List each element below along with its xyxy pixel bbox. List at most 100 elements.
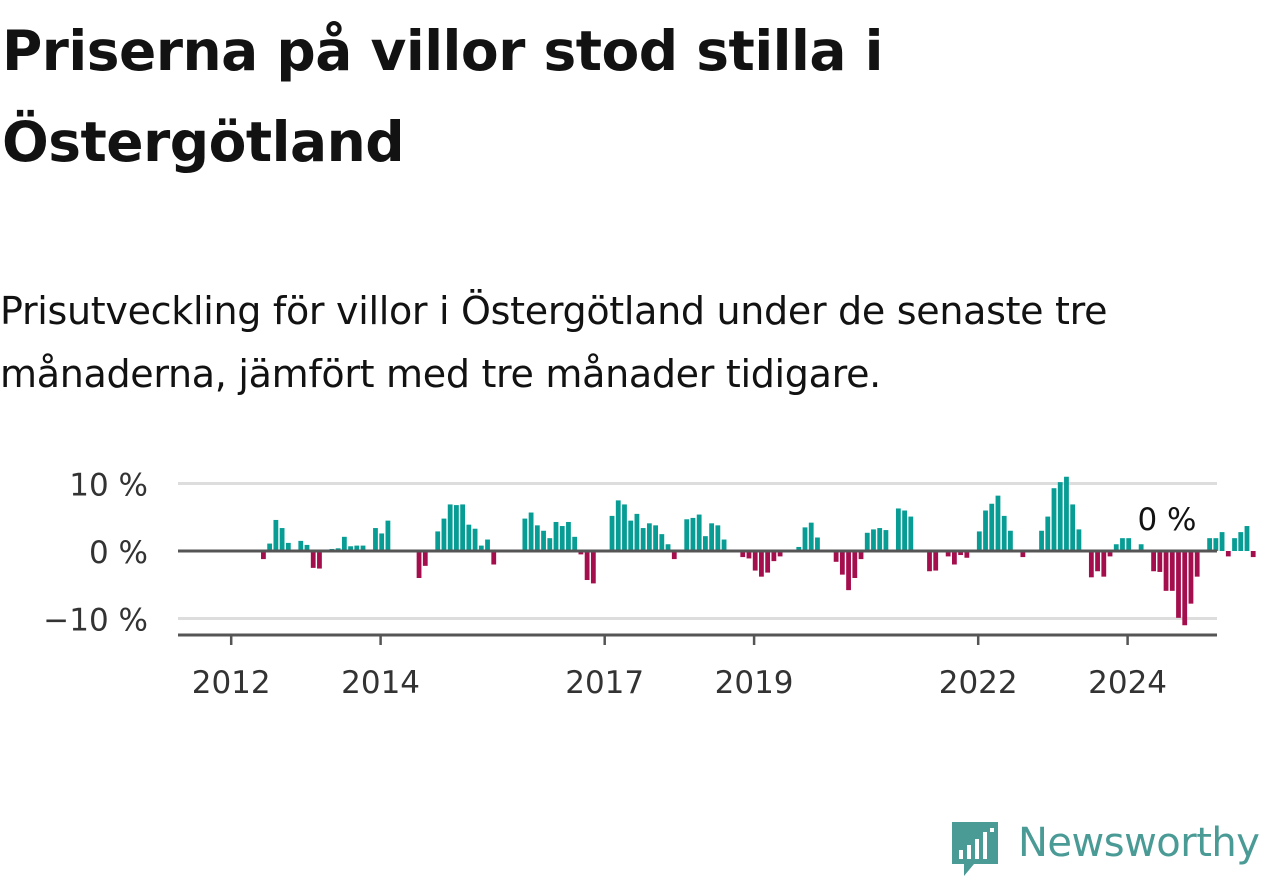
bar-negative [833,551,839,562]
bar-negative [746,551,752,559]
bar-positive [684,519,690,552]
bar-positive [1076,529,1082,551]
bar-positive [566,521,571,551]
bar-negative [740,551,746,558]
bar-positive [989,503,995,551]
bar-positive [690,517,696,551]
bar-positive [665,544,671,551]
x-tick-label: 2012 [192,665,271,701]
last-value-label: 0 % [1137,502,1196,538]
bar-positive [279,528,285,551]
bar-positive [553,521,559,551]
bar-positive [883,530,889,552]
bar-positive [273,519,279,551]
bar-negative [1250,551,1256,558]
bar-positive [1207,538,1213,551]
bar-negative [1176,551,1181,618]
bar-positive [559,526,565,552]
bar-positive [460,504,466,551]
bar-negative [945,551,951,557]
bar-positive [341,536,347,552]
bar-negative [771,551,777,562]
bar-positive [653,525,658,551]
bar-positive [615,500,621,552]
bars [261,476,1256,626]
bar-negative [777,551,783,557]
bar-negative [927,551,932,572]
bar-positive [895,508,901,551]
bar-negative [839,551,845,575]
brand-name: Newsworthy [1018,820,1260,866]
bar-negative [952,551,957,565]
bar-negative [1182,551,1188,626]
bar-negative [958,551,964,556]
bar-positive [808,522,814,551]
x-tick-label: 2019 [715,665,794,701]
bar-negative [584,551,590,581]
bar-negative [261,551,266,560]
bar-positive [454,505,459,551]
bar-negative [765,551,771,573]
bar-positive [385,520,391,552]
bar-positive [877,528,883,551]
bar-positive [373,528,378,551]
bar-negative [671,551,677,560]
bar-positive [815,537,820,551]
bar-positive [609,515,615,551]
bar-positive [267,543,273,552]
bar-negative [933,551,939,571]
bar-positive [1045,516,1051,551]
bar-positive [902,510,907,551]
chart-subtitle: Prisutveckling för villor i Östergötland… [0,289,1108,396]
bar-positive [360,545,366,551]
bar-positive [1070,504,1076,551]
bar-positive [472,528,478,551]
bar-positive [1219,532,1225,551]
bar-positive [622,504,627,551]
bar-positive [640,528,646,551]
bar-positive [696,514,702,551]
bar-negative [422,551,428,566]
chart-title: Priserna på villor stod stilla i Östergö… [2,19,884,174]
bar-positive [871,529,876,551]
x-axis: 2012 2014 2017 2019 2022 2024 [178,633,1217,701]
bar-positive [285,542,291,551]
bar-positive [348,546,353,551]
bar-positive [634,513,640,552]
bar-positive [659,534,665,552]
bar-negative [846,551,851,591]
bar-negative [1188,551,1194,604]
bar-chart: 10 % 0 % −10 % 2012 2014 2017 2019 2022 2024 0 … [43,468,1256,701]
bar-negative [759,551,764,577]
bar-negative [1107,551,1113,557]
bar-negative [578,551,584,555]
bar-negative [1101,551,1107,577]
bar-positive [1113,544,1119,551]
y-tick-label: 0 % [89,535,148,571]
bar-positive [379,533,385,551]
newsworthy-logo: Newsworthy [950,818,1262,878]
bar-positive [703,536,708,551]
bar-chart-speech-bubble-icon [952,822,998,876]
bar-positive [522,518,528,551]
y-tick-label: −10 % [43,603,148,639]
bar-negative [1163,551,1169,591]
bar-negative [317,551,322,569]
bar-positive [547,538,553,551]
bar-negative [858,551,864,560]
bar-negative [416,551,422,578]
bar-positive [976,531,982,551]
bar-positive [1120,538,1125,551]
x-tick-label: 2022 [939,665,1018,701]
x-tick-label: 2014 [341,665,420,701]
bar-positive [1213,538,1219,551]
bar-negative [1157,551,1163,572]
bar-positive [441,518,447,551]
bar-positive [572,536,578,552]
bar-negative [964,551,970,558]
bar-positive [528,512,534,552]
bar-negative [1095,551,1100,572]
bar-positive [796,546,802,551]
bar-positive [534,525,540,551]
bar-positive [1238,532,1244,551]
